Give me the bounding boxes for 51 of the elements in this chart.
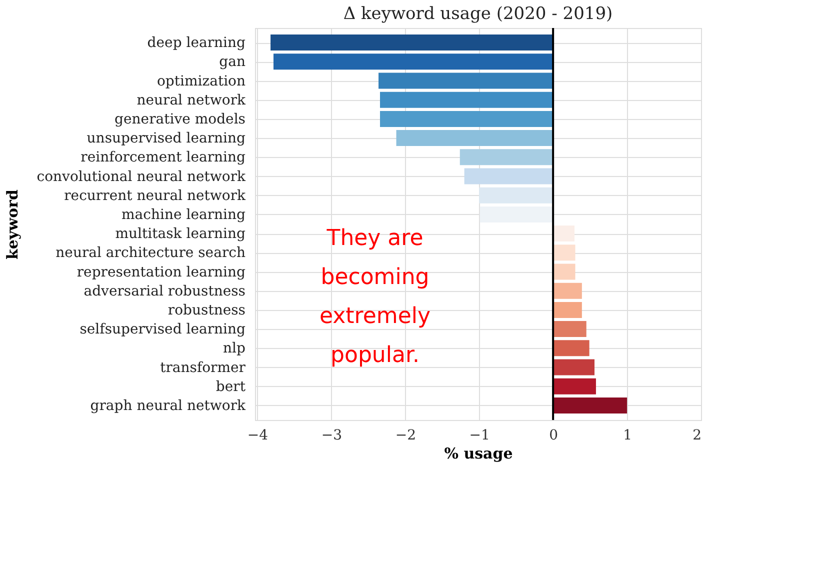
y-tick-label: generative models [114,111,246,128]
y-tick-label: nlp [223,340,246,357]
y-tick-label: neural architecture search [56,245,246,262]
y-axis-title: keyword [4,189,22,260]
bar [553,378,596,394]
y-tick-label: multitask learning [115,226,246,242]
y-tick-label: representation learning [76,264,246,280]
bar [553,264,576,280]
y-tick-label: gan [219,54,246,70]
chart-title: Δ keyword usage (2020 - 2019) [343,4,613,24]
y-tick-label: robustness [168,302,246,318]
y-tick-label: neural network [136,92,246,108]
y-tick-label: reinforcement learning [80,150,246,166]
y-tick-label: graph neural network [90,398,246,414]
x-tick-label: −4 [247,428,268,444]
bar [553,282,582,299]
x-tick-label: −2 [395,428,416,444]
annotation: They are becoming extremely popular. [320,226,430,368]
bar [270,34,554,51]
bar [378,72,554,89]
y-tick-label: transformer [160,360,246,376]
bar [380,92,554,108]
y-tick-label: optimization [156,73,246,90]
y-tick-label: unsupervised learning [86,130,246,147]
bar [553,244,576,261]
bar [553,397,628,414]
x-tick-label: −3 [321,428,342,444]
bar [460,149,554,166]
x-tick-label: 0 [549,428,558,444]
bar [396,130,554,146]
y-tick-label: convolutional neural network [36,168,246,185]
bar [553,321,586,338]
bar [464,168,554,184]
x-tick-label: 1 [623,428,632,444]
x-tick-label: −1 [469,428,490,444]
bar [479,187,554,204]
x-tick-label: 2 [692,428,702,444]
bar [380,110,554,127]
y-tick-label: adversarial robustness [84,283,246,300]
bar [553,302,582,318]
bar [553,226,575,242]
x-axis-title: % usage [444,444,513,462]
y-tick-label: selfsupervised learning [80,322,246,338]
y-tick-label: deep learning [147,35,246,52]
bar [553,359,594,376]
bar [273,54,554,70]
y-tick-label: recurrent neural network [64,188,246,204]
y-tick-label: bert [216,378,246,395]
bar [553,340,590,356]
y-tick-label: machine learning [122,206,246,223]
bar [480,206,554,222]
